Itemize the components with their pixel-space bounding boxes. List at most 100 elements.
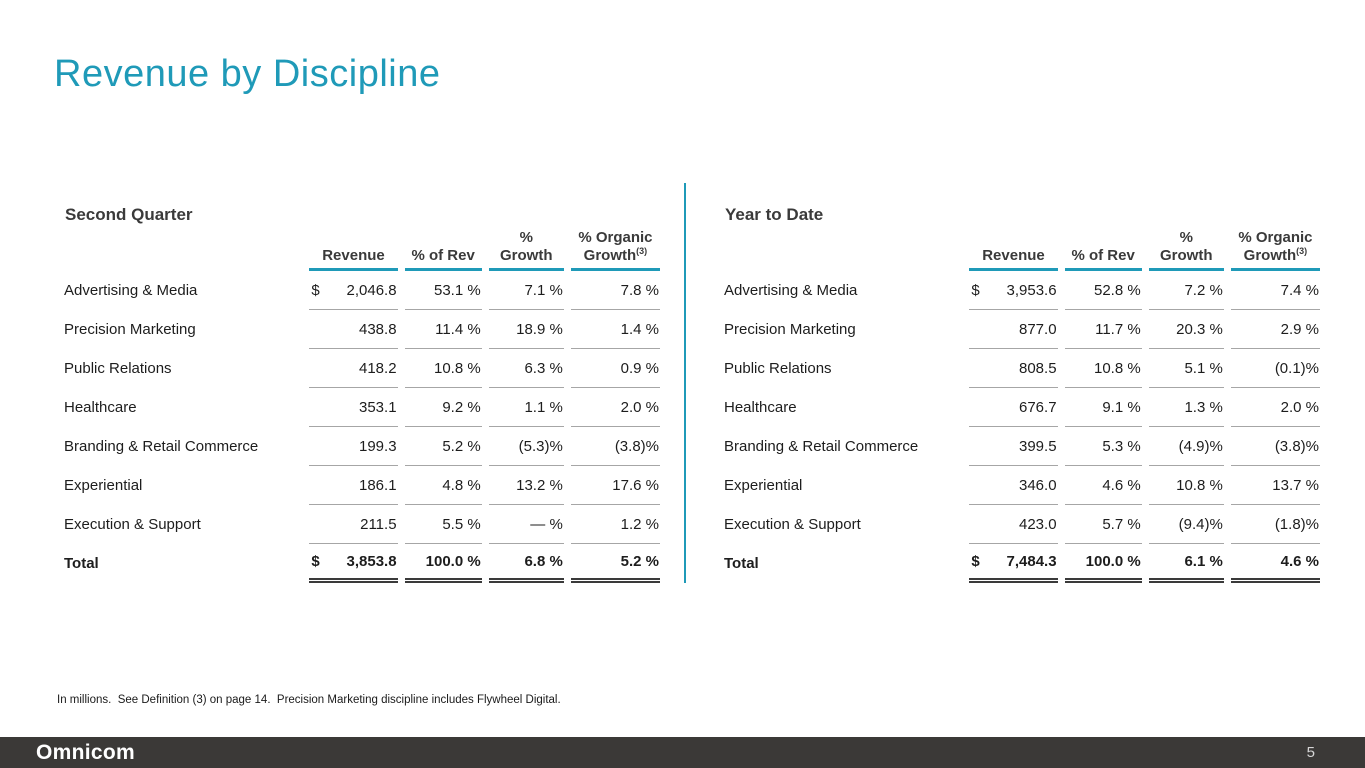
- cell-value: 18.9 %: [516, 320, 563, 338]
- column-header-label: Revenue: [322, 247, 385, 264]
- page-title: Revenue by Discipline: [54, 53, 441, 96]
- table-row: Healthcare 353.1 9.2 % 1.1 % 2.0 %: [64, 388, 660, 427]
- dollar-sign: $: [311, 281, 320, 299]
- cell-pct-of-rev: 100.0 %: [398, 544, 482, 583]
- dollar-sign: $: [311, 552, 320, 570]
- table-row: Public Relations 418.2 10.8 % 6.3 % 0.9 %: [64, 349, 660, 388]
- cell-value: 4.6 %: [1102, 476, 1141, 494]
- row-label: Branding & Retail Commerce: [64, 438, 259, 455]
- cell-pct-organic: 1.2 %: [564, 505, 660, 544]
- column-header-pct-growth: % Growth: [482, 225, 564, 271]
- cell-pct-of-rev: 9.1 %: [1058, 388, 1142, 427]
- row-label: Branding & Retail Commerce: [724, 438, 919, 455]
- cell-pct-growth: 5.1 %: [1142, 349, 1224, 388]
- row-label: Public Relations: [64, 360, 172, 377]
- cell-value: 353.1: [359, 398, 397, 416]
- cell-value: 211.5: [360, 515, 397, 533]
- cell-value: (1.8)%: [1274, 515, 1319, 533]
- cell-revenue: 438.8: [302, 310, 398, 349]
- second-quarter-heading: Second Quarter: [65, 205, 193, 224]
- footnote-superscript: (3): [636, 246, 648, 256]
- year-to-date-heading: Year to Date: [725, 205, 824, 224]
- column-header-label: Growth(3): [1243, 246, 1308, 265]
- cell-pct-of-rev: 10.8 %: [398, 349, 482, 388]
- cell-value: 199.3: [359, 437, 397, 455]
- cell-value: 346.0: [1019, 476, 1057, 494]
- cell-pct-growth: 10.8 %: [1142, 466, 1224, 505]
- column-header-pct-organic-growth: % Organic Growth(3): [564, 225, 660, 271]
- cell-pct-growth: (4.9)%: [1142, 427, 1224, 466]
- cell-pct-of-rev: 5.5 %: [398, 505, 482, 544]
- cell-value: (5.3)%: [518, 437, 563, 455]
- cell-revenue: 676.7: [962, 388, 1058, 427]
- cell-revenue: 423.0: [962, 505, 1058, 544]
- column-header-label: % of Rev: [411, 247, 475, 264]
- cell-value: (3.8)%: [1274, 437, 1319, 455]
- cell-value: 10.8 %: [1176, 476, 1223, 494]
- cell-value: 2.0 %: [1280, 398, 1319, 416]
- column-header-label: Revenue: [982, 247, 1045, 264]
- cell-value: 877.0: [1019, 320, 1057, 338]
- page-number: 5: [1306, 744, 1315, 761]
- cell-pct-growth: 7.2 %: [1142, 271, 1224, 310]
- column-header-pct-of-rev: % of Rev: [1058, 225, 1142, 271]
- cell-pct-growth: 20.3 %: [1142, 310, 1224, 349]
- cell-pct-growth: 1.3 %: [1142, 388, 1224, 427]
- cell-pct-organic: 7.4 %: [1224, 271, 1320, 310]
- cell-pct-growth: 6.1 %: [1142, 544, 1224, 583]
- row-label: Total: [64, 555, 99, 572]
- cell-value: 17.6 %: [612, 476, 659, 494]
- row-label: Public Relations: [724, 360, 832, 377]
- cell-pct-of-rev: 4.6 %: [1058, 466, 1142, 505]
- cell-pct-of-rev: 100.0 %: [1058, 544, 1142, 583]
- table-row: Precision Marketing 877.0 11.7 % 20.3 % 2.9 …: [724, 310, 1320, 349]
- cell-revenue: $3,853.8: [302, 544, 398, 583]
- cell-value: 53.1 %: [433, 281, 481, 299]
- cell-value: (3.8)%: [614, 437, 659, 455]
- column-header-label: % Organic: [1238, 229, 1313, 246]
- cell-value: 3,853.8: [346, 552, 397, 570]
- cell-value: 13.2 %: [516, 476, 563, 494]
- cell-value: 100.0 %: [1085, 552, 1141, 570]
- row-label: Experiential: [724, 477, 803, 494]
- cell-revenue: 186.1: [302, 466, 398, 505]
- omnicom-logo: Omnicom: [36, 740, 135, 764]
- row-label: Execution & Support: [724, 516, 861, 533]
- cell-value: 9.1 %: [1102, 398, 1141, 416]
- cell-value: 4.8 %: [442, 476, 481, 494]
- cell-value: 438.8: [359, 320, 397, 338]
- cell-value: 52.8 %: [1093, 281, 1141, 299]
- row-label: Precision Marketing: [64, 321, 196, 338]
- cell-pct-growth: 7.1 %: [482, 271, 564, 310]
- cell-value: 13.7 %: [1272, 476, 1319, 494]
- table-row: Healthcare 676.7 9.1 % 1.3 % 2.0 %: [724, 388, 1320, 427]
- year-to-date-section: Year to Date Revenue % of Rev % Growth % …: [724, 205, 1320, 583]
- cell-revenue: 346.0: [962, 466, 1058, 505]
- cell-value: 2,046.8: [346, 281, 397, 299]
- cell-pct-organic: 5.2 %: [564, 544, 660, 583]
- row-label: Precision Marketing: [724, 321, 856, 338]
- cell-value: 2.0 %: [620, 398, 659, 416]
- row-label: Total: [724, 555, 759, 572]
- column-header-pct-of-rev: % of Rev: [398, 225, 482, 271]
- cell-value: 3,953.6: [1006, 281, 1057, 299]
- cell-value: 5.2 %: [442, 437, 481, 455]
- cell-pct-organic: (3.8)%: [1224, 427, 1320, 466]
- cell-pct-of-rev: 5.2 %: [398, 427, 482, 466]
- cell-value: 1.1 %: [524, 398, 563, 416]
- cell-pct-organic: 4.6 %: [1224, 544, 1320, 583]
- cell-value: 4.6 %: [1280, 552, 1319, 570]
- second-quarter-section: Second Quarter Revenue % of Rev % Growth …: [64, 205, 660, 583]
- cell-pct-organic: 1.4 %: [564, 310, 660, 349]
- cell-pct-of-rev: 11.4 %: [398, 310, 482, 349]
- cell-value: 676.7: [1019, 398, 1057, 416]
- cell-pct-organic: 13.7 %: [1224, 466, 1320, 505]
- cell-value: 5.3 %: [1102, 437, 1141, 455]
- table-header-row: Revenue % of Rev % Growth % Organic Growth…: [724, 225, 1320, 271]
- footnote: In millions. See Definition (3) on page …: [57, 694, 561, 706]
- table-row: Experiential 346.0 4.6 % 10.8 % 13.7 %: [724, 466, 1320, 505]
- cell-pct-organic: 2.0 %: [564, 388, 660, 427]
- total-row: Total $3,853.8 100.0 % 6.8 % 5.2 %: [64, 544, 660, 583]
- row-label: Healthcare: [724, 399, 797, 416]
- cell-value: (9.4)%: [1178, 515, 1223, 533]
